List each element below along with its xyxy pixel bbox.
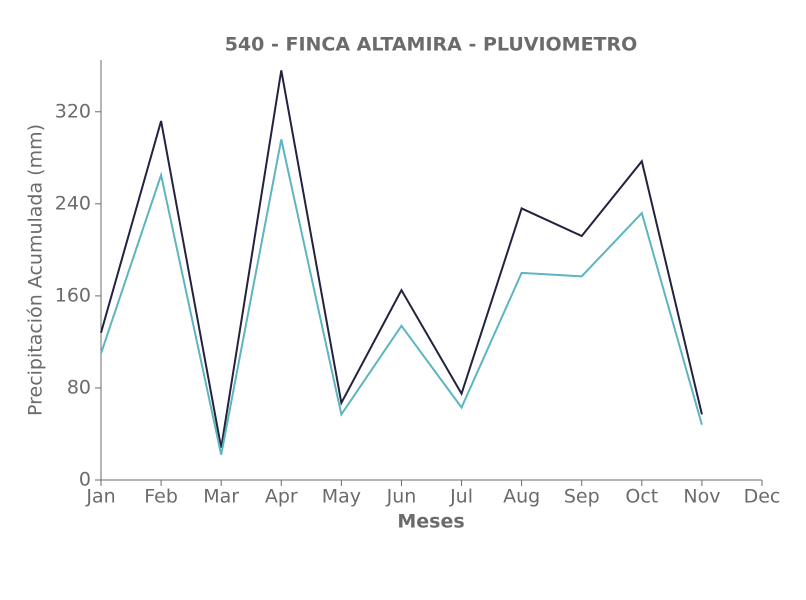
y-tick-label: 240 [55,192,91,214]
y-tick-label: 320 [55,100,91,122]
x-tick-label: Mar [203,486,239,508]
x-axis-label: Meses [397,511,464,533]
chart-title: 540 - FINCA ALTAMIRA - PLUVIOMETRO [225,34,638,56]
x-tick-label: May [322,486,361,508]
y-tick-label: 80 [67,376,91,398]
x-tick-label: Oct [625,486,658,508]
x-tick-label: Apr [265,486,298,508]
x-tick-label: Aug [503,486,540,508]
y-tick-label: 0 [79,469,91,491]
y-axis-label: Precipitación Acumulada (mm) [25,124,47,416]
x-tick-label: Jul [449,486,473,508]
x-tick-label: Jun [386,486,417,508]
x-tick-label: Sep [564,486,600,508]
series-line [100,139,703,455]
x-tick-label: Dec [744,486,781,508]
x-tick-label: Jan [85,486,115,508]
x-tick-label: Feb [144,486,178,508]
y-tick-label: 160 [55,284,91,306]
x-tick-label: Nov [683,486,720,508]
series-line [100,70,703,448]
